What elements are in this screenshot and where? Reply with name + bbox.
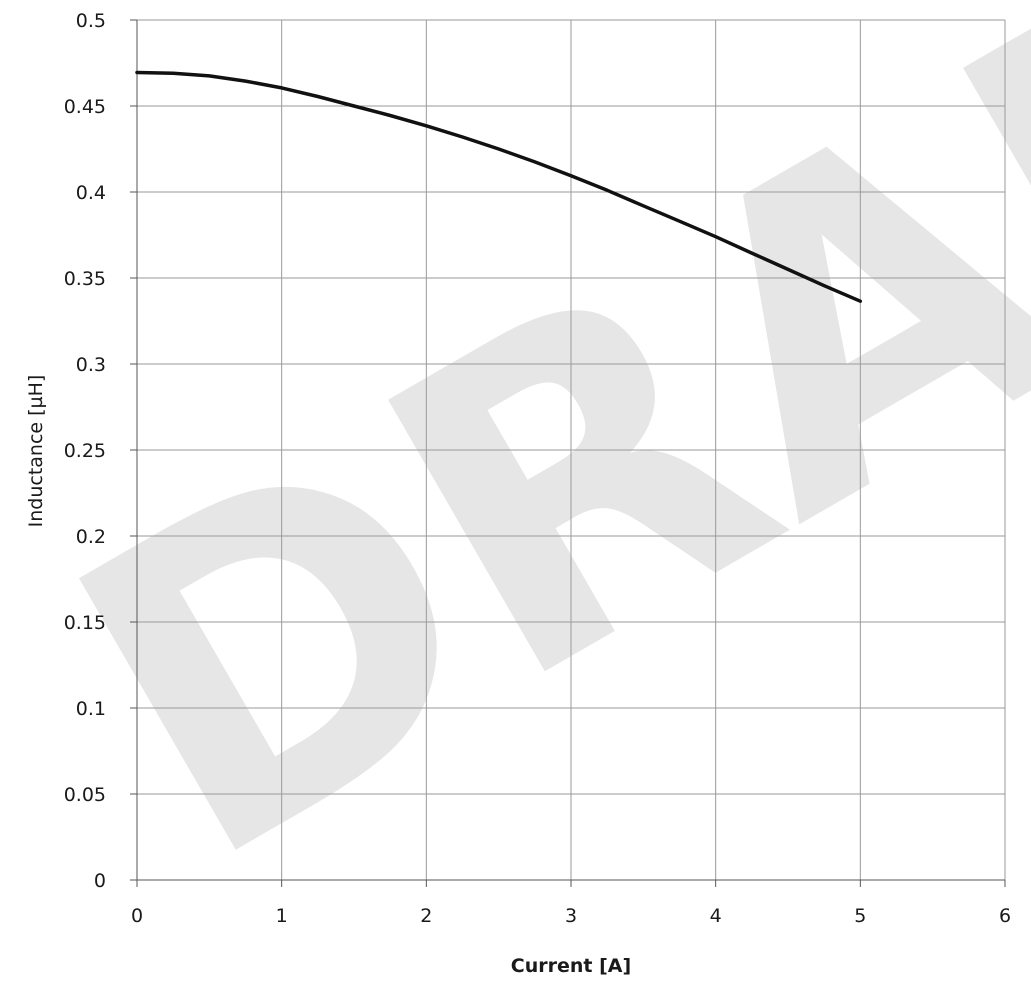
y-tick-label-1: 0.05	[64, 784, 106, 806]
x-tick-label-3: 3	[565, 905, 577, 927]
axis-layer	[130, 19, 1006, 887]
y-axis-title: Inductance [µH]	[25, 375, 47, 528]
x-tick-label-1: 1	[276, 905, 288, 927]
tick-label-layer: 0 1 2 3 4 5 6 0 0.05 0.1 0.15 0.2 0.25 0.3 0.35 0.4 0.45…	[64, 10, 1011, 927]
draft-watermark: DRAFT	[3, 0, 1031, 958]
y-tick-label-4: 0.2	[76, 526, 106, 548]
x-tick-label-5: 5	[854, 905, 866, 927]
y-tick-label-2: 0.1	[76, 698, 106, 720]
x-tick-label-0: 0	[131, 905, 143, 927]
y-tick-label-10: 0.5	[76, 10, 106, 32]
watermark-layer: DRAFT	[3, 0, 1031, 958]
x-tick-label-4: 4	[710, 905, 722, 927]
y-tick-label-8: 0.4	[76, 182, 106, 204]
y-tick-label-5: 0.25	[64, 440, 106, 462]
x-tick-label-2: 2	[420, 905, 432, 927]
series-layer	[135, 70, 863, 303]
y-tick-label-3: 0.15	[64, 612, 106, 634]
x-tick-label-6: 6	[999, 905, 1011, 927]
x-axis-title: Current [A]	[511, 955, 631, 977]
y-tick-label-6: 0.3	[76, 354, 106, 376]
y-tick-label-9: 0.45	[64, 96, 106, 118]
series-line-0	[135, 70, 863, 303]
y-tick-label-0: 0	[94, 870, 106, 892]
grid-layer	[137, 19, 1006, 880]
y-tick-label-7: 0.35	[64, 268, 106, 290]
